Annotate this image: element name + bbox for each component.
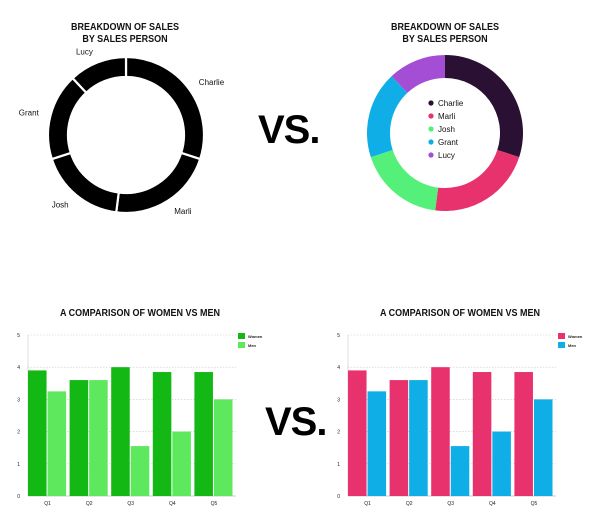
donut-slice-lucy bbox=[391, 55, 445, 93]
chart-title: BREAKDOWN OF SALES BY SALES PERSON bbox=[391, 22, 499, 45]
donut-chart-svg: Charlie Marli Josh Grant Lucy bbox=[19, 47, 225, 216]
slice-label-josh: Josh bbox=[52, 200, 69, 209]
bar-men-q1 bbox=[47, 391, 67, 496]
donut-chart-black: BREAKDOWN OF SALES BY SALES PERSON Charl… bbox=[0, 0, 260, 230]
x-tick-label: Q4 bbox=[169, 501, 176, 507]
y-tick-label: 4 bbox=[337, 365, 340, 371]
donut-slice-charlie bbox=[445, 55, 523, 158]
donut-slice-lucy bbox=[71, 55, 128, 95]
bar-women-q3 bbox=[431, 367, 450, 496]
legend-swatch-women bbox=[558, 333, 565, 339]
bar-men-q1 bbox=[367, 391, 387, 496]
donut-chart-color: BREAKDOWN OF SALES BY SALES PERSON Charl… bbox=[330, 0, 590, 230]
y-tick-label: 0 bbox=[337, 494, 340, 500]
legend-swatch-women bbox=[238, 333, 245, 339]
y-tick-label: 3 bbox=[17, 397, 20, 403]
chart-title: A COMPARISON OF WOMEN VS MEN bbox=[59, 308, 221, 319]
bar-men-q2 bbox=[409, 380, 428, 496]
slice-label-lucy: Lucy bbox=[76, 47, 93, 56]
bar-men-q2 bbox=[89, 380, 108, 496]
legend-swatch-men bbox=[238, 342, 245, 348]
chart-title: BREAKDOWN OF SALES BY SALES PERSON bbox=[71, 22, 179, 45]
y-tick-label: 4 bbox=[17, 365, 20, 371]
y-tick-label: 2 bbox=[337, 430, 340, 436]
donut-slice-josh bbox=[370, 149, 439, 211]
y-tick-label: 0 bbox=[17, 494, 20, 500]
y-tick-label: 1 bbox=[337, 462, 340, 468]
legend-swatch-men bbox=[558, 342, 565, 348]
bar-women-q2 bbox=[69, 380, 89, 496]
x-tick-label: Q1 bbox=[364, 501, 371, 507]
legend-label-men: Men bbox=[248, 343, 257, 348]
bar-women-q1 bbox=[348, 370, 367, 496]
bar-men-q5 bbox=[533, 399, 553, 496]
legend-marker-josh bbox=[428, 126, 434, 132]
y-tick-label: 1 bbox=[17, 462, 20, 468]
x-tick-label: Q5 bbox=[211, 501, 218, 507]
bar-women-q1 bbox=[28, 370, 47, 496]
bar-men-q5 bbox=[213, 399, 233, 496]
y-tick-label: 3 bbox=[337, 397, 340, 403]
slice-label-grant: Grant bbox=[19, 109, 40, 118]
bar-chart-pink-blue: A COMPARISON OF WOMEN VS MEN 0 1 2 3 4 5 Q1 Q2 Q… bbox=[320, 300, 600, 525]
bar-chart-green: A COMPARISON OF WOMEN VS MEN 0 1 2 3 4 5 Q1 Q2 Q… bbox=[0, 300, 290, 525]
y-tick-label: 2 bbox=[17, 430, 20, 436]
chart-title: A COMPARISON OF WOMEN VS MEN bbox=[379, 308, 541, 319]
legend-marker-lucy bbox=[428, 152, 434, 158]
bar-women-q5 bbox=[514, 372, 533, 496]
donut-chart-svg: Charlie Marli Josh Grant Lucy bbox=[367, 55, 523, 212]
donut-slice-grant bbox=[367, 76, 408, 158]
legend-label-marli: Marli bbox=[438, 112, 456, 121]
x-tick-label: Q4 bbox=[489, 501, 496, 507]
bar-men-q4 bbox=[492, 431, 511, 496]
donut-slice-grant bbox=[46, 76, 88, 161]
x-tick-label: Q2 bbox=[86, 501, 93, 507]
slice-label-marli: Marli bbox=[174, 207, 192, 216]
legend-label-women: Women bbox=[248, 334, 263, 339]
bar-women-q5 bbox=[194, 372, 213, 496]
bar-women-q2 bbox=[389, 380, 409, 496]
legend-label-josh: Josh bbox=[438, 125, 455, 134]
vs-label-top: VS. bbox=[258, 108, 320, 152]
bar-men-q4 bbox=[172, 431, 191, 496]
bar-women-q4 bbox=[472, 372, 492, 496]
x-tick-label: Q3 bbox=[447, 501, 454, 507]
legend-marker-grant bbox=[428, 139, 434, 145]
donut-slice-marli bbox=[114, 151, 202, 215]
y-tick-label: 5 bbox=[337, 333, 340, 339]
legend-label-men: Men bbox=[568, 343, 577, 348]
y-tick-label: 5 bbox=[17, 333, 20, 339]
x-tick-label: Q2 bbox=[406, 501, 413, 507]
legend-label-women: Women bbox=[568, 334, 583, 339]
bar-men-q3 bbox=[450, 446, 470, 496]
vs-label-bottom: VS. bbox=[265, 400, 327, 444]
legend-marker-marli bbox=[428, 113, 434, 119]
legend-label-lucy: Lucy bbox=[438, 151, 455, 160]
bar-chart-svg: 0 1 2 3 4 5 Q1 Q2 Q3 Q4 Q5 Women Men bbox=[17, 333, 263, 507]
bar-chart-svg: 0 1 2 3 4 5 Q1 Q2 Q3 Q4 Q5 Women Men bbox=[337, 333, 583, 507]
legend-label-charlie: Charlie bbox=[438, 99, 464, 108]
donut-slice-charlie bbox=[124, 55, 206, 161]
legend-label-grant: Grant bbox=[438, 138, 459, 147]
bar-men-q3 bbox=[130, 446, 150, 496]
legend-marker-charlie bbox=[428, 100, 434, 106]
slice-label-charlie: Charlie bbox=[199, 78, 225, 87]
x-tick-label: Q3 bbox=[127, 501, 134, 507]
bar-women-q3 bbox=[111, 367, 130, 496]
donut-slice-marli bbox=[435, 149, 520, 212]
x-tick-label: Q5 bbox=[531, 501, 538, 507]
bar-women-q4 bbox=[152, 372, 172, 496]
x-tick-label: Q1 bbox=[44, 501, 51, 507]
